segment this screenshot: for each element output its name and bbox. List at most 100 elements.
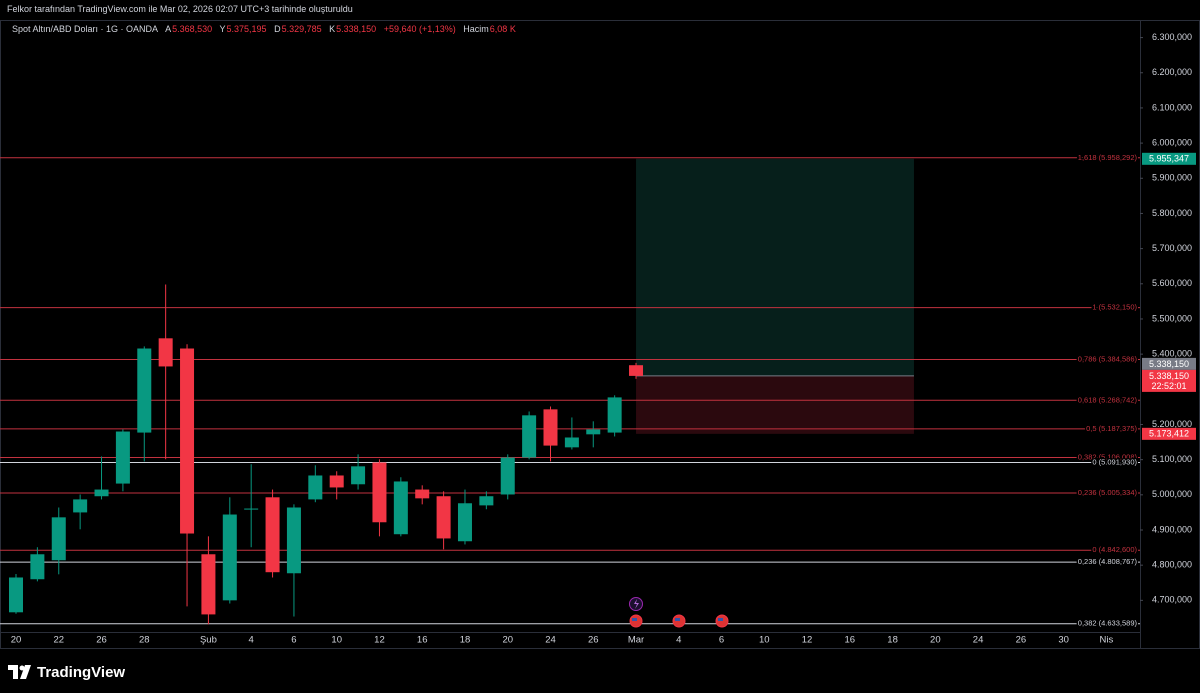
y-tick-label: 6.100,000 xyxy=(1152,102,1192,112)
candle-body xyxy=(51,517,66,561)
price-label: 5.173,412 xyxy=(1149,429,1189,439)
change-value: +59,640 (+1,13%) xyxy=(383,24,456,34)
candle-body xyxy=(607,397,622,433)
candle-body xyxy=(30,554,45,580)
candle-body xyxy=(522,415,537,458)
price-label: 5.338,150 xyxy=(1149,371,1189,381)
candle-body xyxy=(308,475,323,500)
y-tick-label: 5.400,000 xyxy=(1152,349,1192,359)
countdown: 22:52:01 xyxy=(1151,381,1186,391)
flag-canton xyxy=(632,618,637,621)
x-tick-label: Mar xyxy=(628,635,644,646)
candle-body xyxy=(222,514,237,601)
price-label-box xyxy=(1142,427,1196,440)
volume-label: Hacim xyxy=(463,24,489,34)
y-tick-label: 5.500,000 xyxy=(1152,313,1192,323)
y-tick-label: 6.200,000 xyxy=(1152,67,1192,77)
x-tick-label: 16 xyxy=(845,635,856,646)
price-label: 5.955,347 xyxy=(1149,154,1189,164)
x-tick-label: 4 xyxy=(676,635,681,646)
high-value: 5.375,195 xyxy=(226,24,267,34)
x-tick-label: 26 xyxy=(1016,635,1027,646)
candle-body xyxy=(586,429,601,435)
x-tick-label: 18 xyxy=(460,635,471,646)
y-tick-label: 5.900,000 xyxy=(1152,173,1192,183)
candle-body xyxy=(436,496,451,539)
x-tick-label: 18 xyxy=(887,635,898,646)
brand-name: TradingView xyxy=(37,663,126,681)
open-label: A xyxy=(165,24,172,34)
y-tick-label: 5.200,000 xyxy=(1152,419,1192,429)
fib-label: 0 (5.091,930) xyxy=(1092,457,1137,466)
close-label: K xyxy=(329,24,336,34)
footer: TradingView xyxy=(8,661,125,683)
high-label: Y xyxy=(219,24,226,34)
candle-body xyxy=(115,431,130,484)
candle-body xyxy=(393,481,408,535)
fib-label: 0,618 (5.268,742) xyxy=(1078,395,1138,404)
x-tick-label: 6 xyxy=(719,635,724,646)
legend-header: Spot Altın/ABD Doları · 1G · OANDA A5.36… xyxy=(12,24,521,34)
brand-logo xyxy=(8,665,31,679)
candle-body xyxy=(286,507,301,574)
stop-zone xyxy=(636,375,914,434)
caption: Felkor tarafından TradingView.com ile Ma… xyxy=(7,4,353,14)
candle-body xyxy=(9,577,23,613)
x-tick-label: 24 xyxy=(545,635,556,646)
event-bolt xyxy=(634,599,639,609)
volume-value: 6,08 K xyxy=(489,24,516,34)
y-tick-label: 4.900,000 xyxy=(1152,524,1192,534)
x-tick-label: 28 xyxy=(139,635,150,646)
candle-body xyxy=(244,508,259,510)
price-label-box xyxy=(1142,357,1196,370)
fib-label: 0 (4.842,600) xyxy=(1092,545,1137,554)
x-tick-label: 26 xyxy=(96,635,107,646)
flag-canton xyxy=(675,618,680,621)
x-tick-label: 4 xyxy=(249,635,254,646)
fib-label: 1,618 (5.958,292) xyxy=(1078,153,1138,162)
price-label: 5.338,150 xyxy=(1149,359,1189,369)
y-tick-label: 4.800,000 xyxy=(1152,560,1192,570)
fib-label: 0,236 (4.808,767) xyxy=(1078,557,1138,566)
candle-body xyxy=(137,348,152,433)
flag-canton xyxy=(718,618,723,621)
candle-body xyxy=(500,457,515,495)
candle-body xyxy=(479,496,494,506)
candle-body xyxy=(180,348,195,534)
x-tick-label: 10 xyxy=(759,635,770,646)
y-tick-label: 6.000,000 xyxy=(1152,137,1192,147)
x-tick-label: 26 xyxy=(588,635,599,646)
close-value: 5.338,150 xyxy=(336,24,377,34)
candle-body xyxy=(265,497,280,573)
fib-label: 0,786 (5.384,586) xyxy=(1078,355,1138,364)
x-tick-label: 12 xyxy=(802,635,813,646)
candle-body xyxy=(564,437,579,448)
candle-body xyxy=(351,466,366,485)
fib-label: 0,236 (5.005,334) xyxy=(1078,488,1138,497)
y-tick-label: 5.100,000 xyxy=(1152,454,1192,464)
flag-icons xyxy=(629,614,729,628)
x-tick-label: 24 xyxy=(973,635,984,646)
symbol: Spot Altın/ABD Doları · 1G · OANDA xyxy=(12,24,159,34)
x-tick-label: 6 xyxy=(291,635,296,646)
fib-label: 1 (5.532,150) xyxy=(1092,303,1137,312)
candle-body xyxy=(457,503,472,542)
plot: 1,618 (5.958,292) 1 (5.532,150) 0,786 (5.3… xyxy=(0,151,1140,629)
x-tick-label: Nis xyxy=(1100,635,1114,646)
open-value: 5.368,530 xyxy=(172,24,213,34)
fib-label: 0,382 (4.633,589) xyxy=(1078,619,1138,628)
x-tick-label: 22 xyxy=(53,635,64,646)
x-tick-label: Şub xyxy=(200,635,217,646)
x-tick-label: 20 xyxy=(11,635,22,646)
x-tick-label: 12 xyxy=(374,635,385,646)
y-tick-label: 5.000,000 xyxy=(1152,489,1192,499)
y-tick-label: 5.600,000 xyxy=(1152,278,1192,288)
fib-label: 0,382 (5.106,008) xyxy=(1078,453,1138,462)
candle-body xyxy=(158,338,173,367)
low-value: 5.329,785 xyxy=(281,24,322,34)
y-tick-label: 6.300,000 xyxy=(1152,32,1192,42)
y-tick-label: 5.800,000 xyxy=(1152,208,1192,218)
candle-body xyxy=(94,489,109,497)
